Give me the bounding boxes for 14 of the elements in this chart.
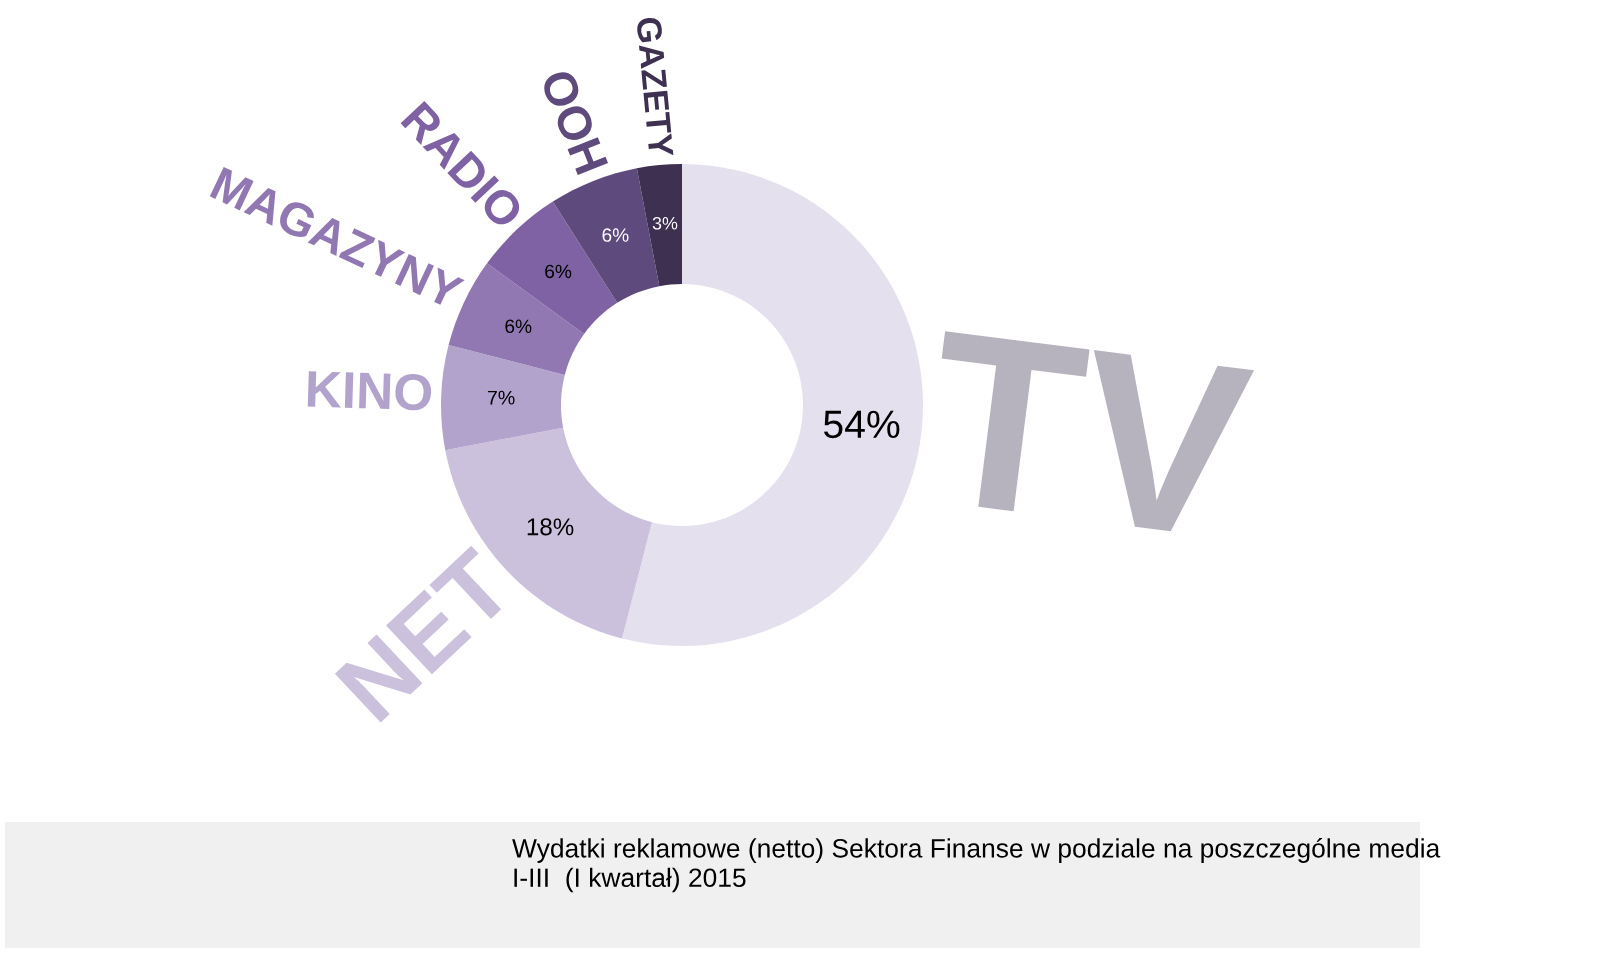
data-label: 7% xyxy=(487,390,515,405)
data-label: 54% xyxy=(823,410,900,439)
donut-slice xyxy=(441,345,565,451)
slice-label: GAZETY xyxy=(636,16,674,158)
data-label: 6% xyxy=(545,264,572,279)
data-label: 6% xyxy=(505,319,532,334)
donut-slice xyxy=(636,164,682,287)
text: Wydatki reklamowe (netto) Sektora Finanse w podziale na poszczególne media I-III (I kwartał) 2015 xyxy=(512,838,1441,893)
data-label: 3% xyxy=(652,216,678,230)
data-label: 18% xyxy=(527,518,574,536)
slice-label: KINO xyxy=(307,370,432,411)
data-label: 6% xyxy=(602,228,629,242)
slice-label: OOH xyxy=(539,67,609,176)
slice-label: TV xyxy=(923,331,1255,540)
